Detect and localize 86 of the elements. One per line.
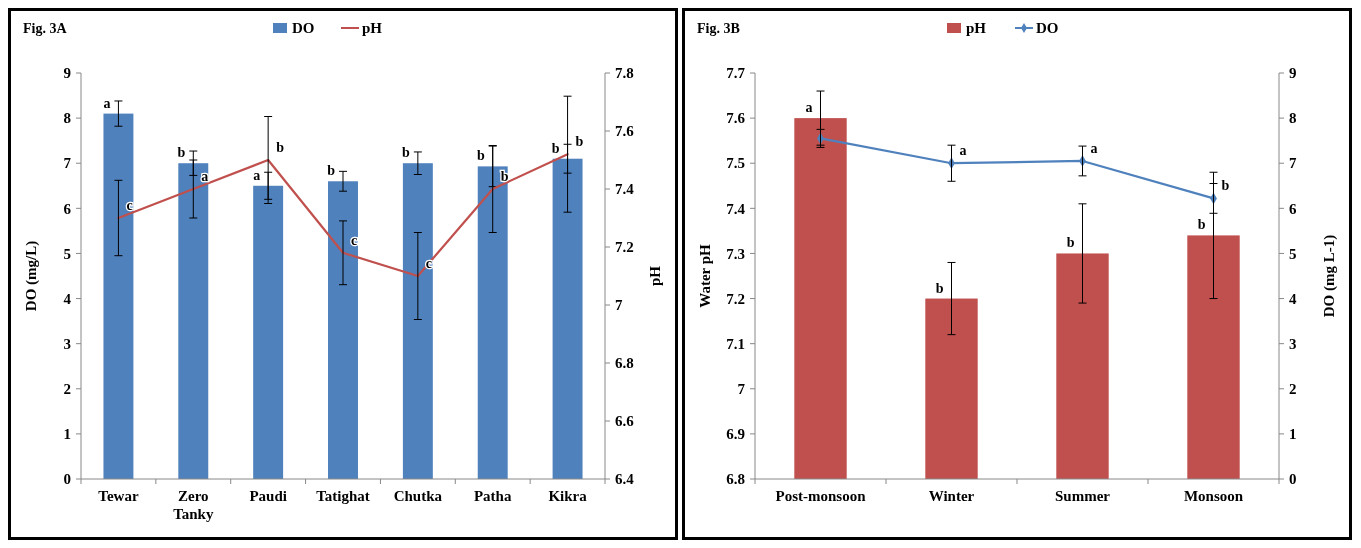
chart-title: Fig. 3A xyxy=(23,21,68,36)
x-tick-label: Post-monsoon xyxy=(775,488,867,504)
data-label: b xyxy=(935,280,944,296)
y2-tick-label: 9 xyxy=(1289,65,1297,82)
data-label: a xyxy=(103,95,111,111)
bar xyxy=(328,181,358,479)
y2-tick-label: 2 xyxy=(1289,381,1297,398)
bar xyxy=(402,163,433,479)
bar xyxy=(253,185,284,479)
data-label: b xyxy=(402,145,411,161)
y-tick-label: 6 xyxy=(63,200,72,217)
y-tick-label: 8 xyxy=(63,110,71,127)
y-axis-title: Water pH xyxy=(697,243,713,308)
x-tick-label: Tatighat xyxy=(316,488,370,504)
y2-tick-label: 7.6 xyxy=(615,123,635,140)
y2-tick-label: 0 xyxy=(1289,471,1297,488)
data-label: b xyxy=(327,163,336,179)
bar xyxy=(178,163,209,479)
legend-label: DO xyxy=(1036,20,1059,36)
data-label: a xyxy=(201,169,209,184)
y2-tick-label: 7.4 xyxy=(615,181,635,198)
data-label: b xyxy=(551,140,560,156)
x-tick-label: Tewar xyxy=(98,488,139,504)
y-tick-label: 2 xyxy=(63,381,71,398)
x-tick-label: Paudi xyxy=(249,488,287,504)
data-label: c xyxy=(126,198,133,213)
y-tick-label: 9 xyxy=(63,65,71,82)
y2-tick-label: 6 xyxy=(1289,200,1297,217)
data-label: a xyxy=(959,143,967,159)
y-tick-label: 7 xyxy=(737,381,746,398)
y-tick-label: 5 xyxy=(63,245,71,262)
y-tick-label: 7.1 xyxy=(726,335,745,352)
y-tick-label: 7.7 xyxy=(726,65,746,82)
data-label: b xyxy=(575,134,584,150)
x-tick-label: Summer xyxy=(1055,488,1111,504)
data-label: b xyxy=(1221,178,1230,194)
data-label: c xyxy=(351,232,358,248)
y2-tick-label: 6.4 xyxy=(615,471,635,488)
data-label: a xyxy=(1090,140,1098,156)
y-tick-label: 7.2 xyxy=(726,290,745,307)
bar xyxy=(552,158,583,479)
y2-axis-title: DO (mg L-1) xyxy=(1321,234,1338,318)
y2-axis-title: pH xyxy=(647,265,663,287)
y-tick-label: 7.3 xyxy=(726,245,745,262)
y-axis-title: DO (mg/L) xyxy=(23,240,40,312)
data-label: b xyxy=(1197,217,1206,233)
data-label: a xyxy=(253,167,261,183)
y2-tick-label: 6.6 xyxy=(615,413,635,430)
y-tick-label: 3 xyxy=(63,335,71,352)
data-label: b xyxy=(1066,235,1075,251)
legend-label: DO xyxy=(292,20,315,36)
data-label: a xyxy=(805,100,813,116)
y-tick-label: 6.9 xyxy=(726,426,745,443)
x-tick-label: Chutka xyxy=(393,488,443,504)
y-tick-label: 1 xyxy=(63,426,71,443)
data-label: b xyxy=(476,148,485,164)
y2-tick-label: 8 xyxy=(1289,110,1297,127)
x-tick-label: Kikra xyxy=(548,488,588,504)
x-tick-label: Winter xyxy=(928,488,975,504)
x-tick-label: Patha xyxy=(473,488,512,504)
y-tick-label: 7.6 xyxy=(726,110,746,127)
legend-label: pH xyxy=(966,20,987,36)
x-tick-label: Monsoon xyxy=(1183,488,1244,504)
y-tick-label: 7.5 xyxy=(726,155,745,172)
y2-tick-label: 1 xyxy=(1289,426,1297,443)
x-tick-label: Zero Tanky xyxy=(173,488,214,522)
bar xyxy=(477,166,508,479)
data-label: b xyxy=(500,169,509,184)
y2-tick-label: 7 xyxy=(615,297,623,314)
y2-tick-label: 6.8 xyxy=(615,355,634,372)
data-label: b xyxy=(177,145,186,161)
y2-tick-label: 5 xyxy=(1289,245,1297,262)
y2-tick-label: 7.8 xyxy=(615,65,634,82)
y-tick-label: 4 xyxy=(63,290,72,307)
y2-tick-label: 7 xyxy=(1289,155,1297,172)
y-tick-label: 0 xyxy=(63,471,71,488)
y2-tick-label: 4 xyxy=(1289,290,1297,307)
chart-title: Fig. 3B xyxy=(697,21,740,36)
y2-tick-label: 7.2 xyxy=(615,239,634,256)
legend-label: pH xyxy=(362,20,383,36)
y-tick-label: 6.8 xyxy=(726,471,745,488)
y-tick-label: 7.4 xyxy=(726,200,746,217)
data-label: b xyxy=(276,140,285,155)
y2-tick-label: 3 xyxy=(1289,335,1297,352)
y-tick-label: 7 xyxy=(63,155,72,172)
bar xyxy=(103,113,134,479)
